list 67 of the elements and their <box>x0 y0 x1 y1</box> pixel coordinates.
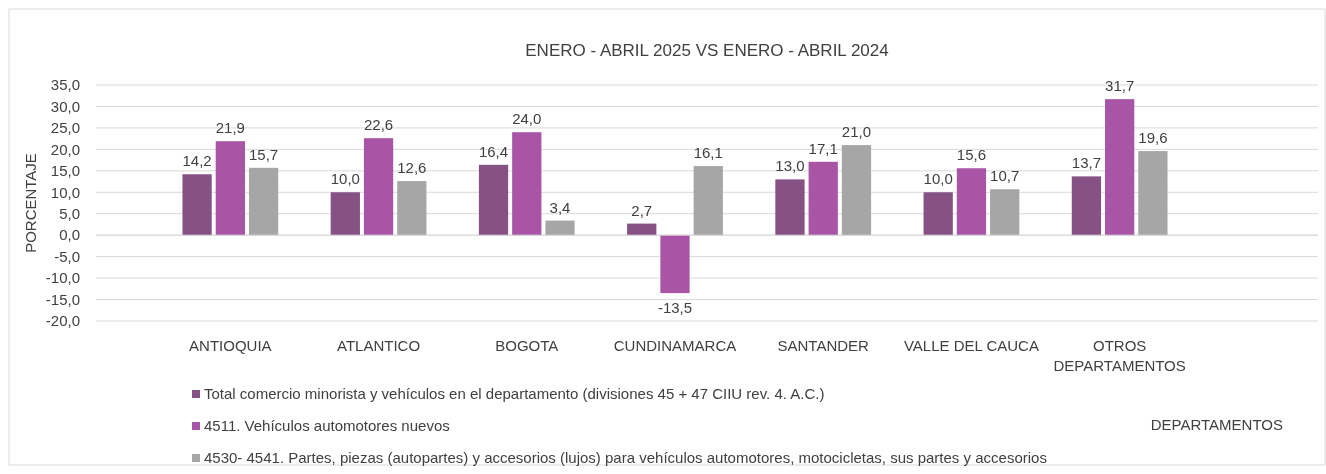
y-tick-label: 30,0 <box>50 97 80 115</box>
bar <box>956 168 987 236</box>
x-tick-label: VALLE DEL CAUCA <box>903 337 1039 354</box>
bar <box>330 192 360 236</box>
data-label: 2,7 <box>631 201 653 219</box>
bar <box>512 132 542 236</box>
data-label: 16,4 <box>478 142 509 160</box>
data-label: 17,1 <box>808 139 838 157</box>
y-tick-label: 0,0 <box>59 226 80 244</box>
x-tick-label: OTROS DEPARTAMENTOS <box>1053 337 1186 374</box>
data-label: 15,7 <box>249 145 279 163</box>
bar <box>248 167 279 236</box>
data-label: 14,2 <box>182 152 212 170</box>
bar <box>990 189 1020 236</box>
y-tick-label: 10,0 <box>50 183 80 201</box>
bar <box>660 235 690 294</box>
bar <box>545 220 575 236</box>
data-label: 16,1 <box>693 144 723 162</box>
bar <box>363 138 394 236</box>
data-label: 10,0 <box>330 170 360 188</box>
bar <box>1138 151 1168 236</box>
y-tick-label: -5,0 <box>54 247 80 265</box>
legend-label: Total comercio minorista y vehículos en el departamento (divisiones 45 + 47 CIIU rev. 4. A.C.) <box>204 385 825 403</box>
y-tick-label: -15,0 <box>45 290 80 308</box>
y-tick-label: -20,0 <box>45 312 80 330</box>
chart-title: ENERO - ABRIL 2025 VS ENERO - ABRIL 2024 <box>525 41 889 60</box>
data-label: 10,0 <box>923 170 953 188</box>
x-axis-title: DEPARTAMENTOS <box>1150 416 1283 433</box>
data-label: -13,5 <box>657 299 693 317</box>
data-label: 12,6 <box>397 159 427 177</box>
legend-label: 4530- 4541. Partes, piezas (autopartes) y accesorios (lujos) para vehículos automotores, motocicletas, sus partes y accesorios <box>204 449 1047 467</box>
y-tick-label: 5,0 <box>59 204 80 222</box>
data-label: 21,0 <box>841 123 872 141</box>
x-tick-label: CUNDINAMARCA <box>613 337 737 354</box>
bar <box>478 164 509 236</box>
bar <box>841 145 872 236</box>
bar <box>808 161 838 236</box>
data-label: 15,6 <box>956 146 987 164</box>
bar <box>215 141 245 236</box>
x-tick-label: ATLANTICO <box>337 337 421 354</box>
data-label: 22,6 <box>363 116 394 134</box>
y-tick-label: 35,0 <box>50 76 80 94</box>
data-label: 21,9 <box>215 119 245 137</box>
bar <box>1071 176 1102 236</box>
data-label: 10,7 <box>990 167 1020 185</box>
bar <box>182 174 212 236</box>
y-tick-label: 20,0 <box>50 140 80 158</box>
data-label: 19,6 <box>1138 129 1168 147</box>
data-label: 31,7 <box>1105 77 1135 95</box>
bar <box>397 181 427 236</box>
bar <box>693 166 723 236</box>
x-tick-label: SANTANDER <box>777 337 870 354</box>
data-label: 24,0 <box>512 110 542 128</box>
y-axis-title: PORCENTAJE <box>22 153 39 253</box>
x-tick-label: ANTIOQUIA <box>189 337 272 354</box>
bar <box>923 192 953 236</box>
y-tick-label: 15,0 <box>50 162 80 180</box>
data-label: 3,4 <box>549 198 571 216</box>
y-tick-label: -10,0 <box>45 269 80 287</box>
bar <box>775 179 805 236</box>
data-label: 13,0 <box>775 157 805 175</box>
legend-label: 4511. Vehículos automotores nuevos <box>204 417 450 435</box>
x-tick-label: BOGOTA <box>495 337 559 354</box>
bar <box>1105 99 1135 236</box>
bar <box>627 223 657 236</box>
y-tick-label: 25,0 <box>50 119 80 137</box>
data-label: 13,7 <box>1071 154 1101 172</box>
